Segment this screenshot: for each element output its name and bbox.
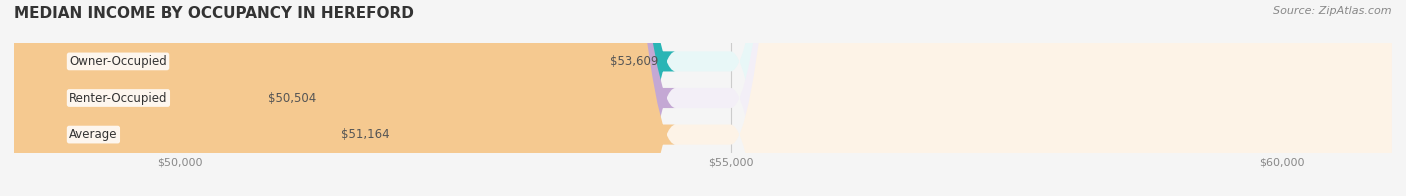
Text: $51,164: $51,164: [340, 128, 389, 141]
Text: $50,504: $50,504: [269, 92, 316, 104]
Text: Owner-Occupied: Owner-Occupied: [69, 55, 167, 68]
FancyBboxPatch shape: [0, 0, 675, 196]
Text: MEDIAN INCOME BY OCCUPANCY IN HEREFORD: MEDIAN INCOME BY OCCUPANCY IN HEREFORD: [14, 6, 413, 21]
Text: Renter-Occupied: Renter-Occupied: [69, 92, 167, 104]
FancyBboxPatch shape: [14, 0, 1392, 196]
Text: Source: ZipAtlas.com: Source: ZipAtlas.com: [1274, 6, 1392, 16]
FancyBboxPatch shape: [0, 0, 675, 196]
FancyBboxPatch shape: [14, 0, 1392, 196]
Text: Average: Average: [69, 128, 118, 141]
FancyBboxPatch shape: [14, 0, 1392, 196]
FancyBboxPatch shape: [0, 0, 675, 196]
Text: $53,609: $53,609: [610, 55, 658, 68]
